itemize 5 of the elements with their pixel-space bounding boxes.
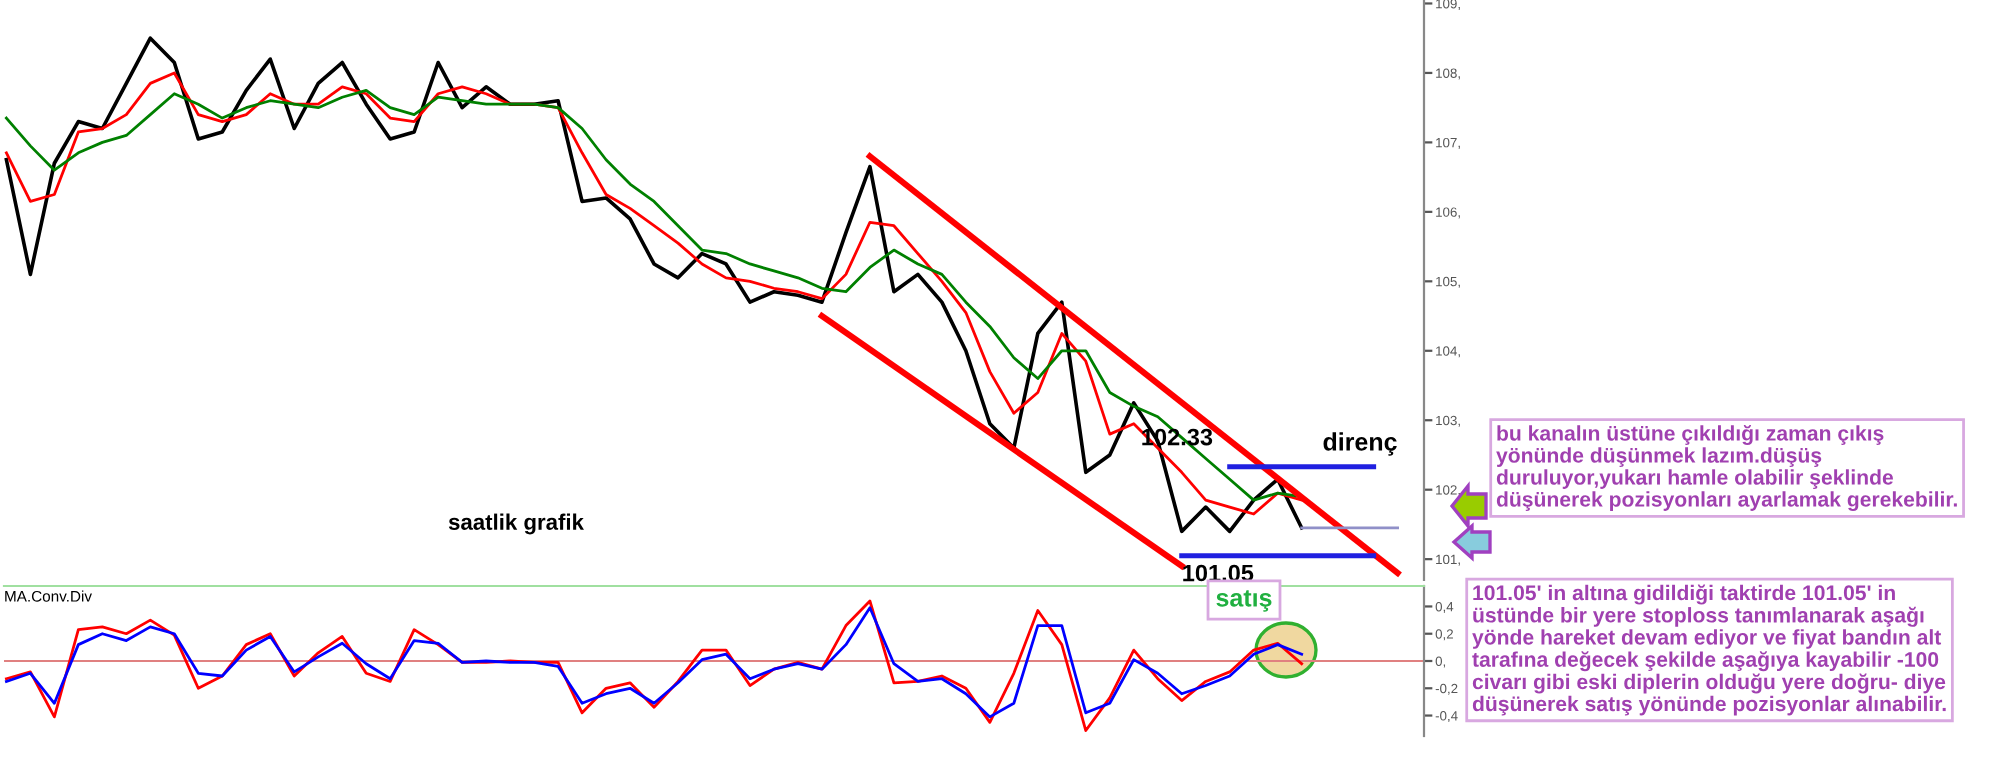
annotation: satış xyxy=(1216,590,1272,612)
text: 101.05' in altına gidildiği taktirde 101.05' in üstünde bir yere stoploss tanımlanarak aşağı yönde hareket devam ediyor ve fiyat bandın alt tarafına değecek şekilde aşağıya kayabilir -100 civarı gibi eski diplerin olduğu yere doğru- diye düşünerek satış yönünde pozisyonlar alınabilir. xyxy=(1472,584,1946,716)
annotation: saatlik grafik xyxy=(448,513,584,535)
annotation: direnç xyxy=(1323,432,1397,456)
text: bu kanalın üstüne çıkıldığı zaman çıkış yönünde düşünmek lazım.düşüş duruluyor,yukarı hamle olabilir şeklinde düşünerek pozisyonları ayarlamak gerekebilir. xyxy=(1496,424,1957,512)
